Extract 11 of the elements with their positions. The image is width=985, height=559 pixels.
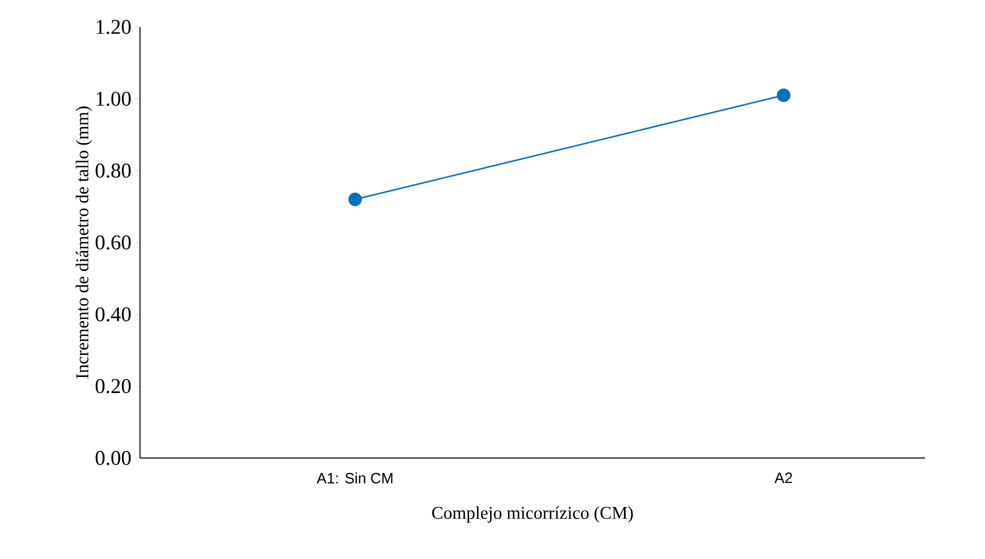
y-tick-label: 0.40 bbox=[96, 307, 131, 322]
y-tick-label: 0.80 bbox=[96, 164, 131, 178]
y-tick-label: 1.00 bbox=[96, 92, 131, 106]
x-tick-label: A1: Sin CM bbox=[316, 472, 392, 484]
y-tick-label: 0.20 bbox=[96, 379, 131, 394]
y-tick-label: 0.60 bbox=[96, 235, 131, 250]
y-axis-title: Incremento de diámetro de tallo (mm) bbox=[76, 106, 92, 379]
x-axis-title: Complejo micorrízico (CM) bbox=[432, 506, 633, 523]
y-tick-label: 0.00 bbox=[96, 450, 131, 466]
y-tick-label: 1.20 bbox=[96, 20, 131, 34]
x-tick-label: A2 bbox=[774, 472, 792, 483]
